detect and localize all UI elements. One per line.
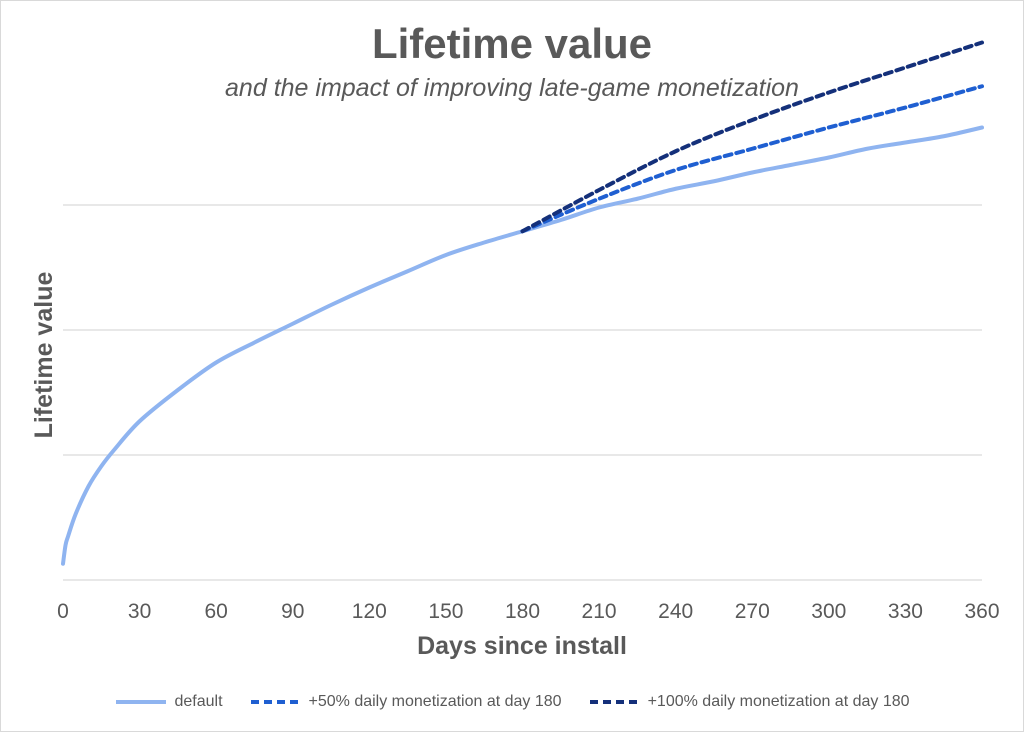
x-tick-label: 210 <box>582 600 617 623</box>
x-tick-label: 90 <box>281 600 304 623</box>
legend-item: default <box>114 693 223 711</box>
y-axis-title: Lifetime value <box>30 272 58 439</box>
legend-item: +50% daily monetization at day 180 <box>249 693 562 711</box>
x-tick-labels: 0 30 60 90 120 150 180 210 240 270 300 330 360 <box>57 600 999 623</box>
legend-item: +100% daily monetization at day 180 <box>588 693 910 711</box>
x-tick-label: 270 <box>735 600 770 623</box>
x-tick-label: 180 <box>505 600 540 623</box>
legend-swatch <box>116 700 167 704</box>
series-line-3 <box>520 40 984 234</box>
legend-label: default <box>174 693 223 710</box>
legend-label: +100% daily monetization at day 180 <box>647 693 910 710</box>
legend-swatch <box>250 700 301 704</box>
x-tick-label: 360 <box>964 600 999 623</box>
x-tick-label: 300 <box>811 600 846 623</box>
x-tick-label: 240 <box>658 600 693 623</box>
x-tick-label: 150 <box>428 600 463 623</box>
legend: default +50% daily monetization at day 18… <box>0 688 1024 716</box>
legend-swatch <box>589 700 640 704</box>
x-tick-label: 330 <box>888 600 923 623</box>
x-tick-label: 0 <box>57 600 69 623</box>
series-line-2 <box>520 84 984 234</box>
series-line-1 <box>61 125 984 566</box>
legend-label: +50% daily monetization at day 180 <box>308 693 562 710</box>
chart-title: Lifetime value <box>371 20 653 67</box>
series-lines <box>61 40 984 566</box>
x-tick-label: 30 <box>128 600 151 623</box>
gridlines <box>63 204 982 581</box>
x-tick-label: 120 <box>352 600 387 623</box>
x-tick-label: 60 <box>204 600 227 623</box>
chart-subtitle: and the impact of improving late-game mo… <box>225 74 799 102</box>
x-axis-title: Days since install <box>417 632 627 660</box>
